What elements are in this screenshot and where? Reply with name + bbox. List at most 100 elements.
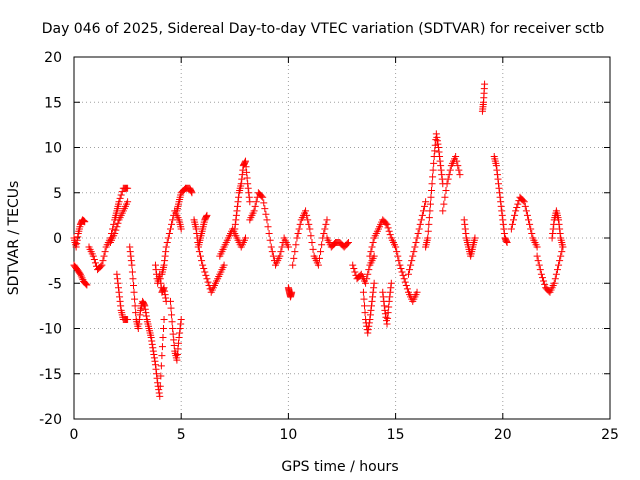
data-point	[242, 163, 250, 171]
data-point	[262, 210, 270, 218]
data-point	[115, 288, 123, 296]
data-point	[555, 220, 563, 228]
data-point	[168, 220, 176, 228]
data-point	[243, 174, 251, 182]
data-point	[250, 207, 258, 215]
data-point	[519, 197, 527, 205]
data-point	[323, 216, 331, 224]
y-tick-label: -20	[39, 412, 62, 428]
data-point	[162, 243, 170, 251]
data-point	[407, 261, 415, 269]
data-point	[413, 288, 421, 296]
y-tick-label: 20	[44, 50, 62, 66]
data-point	[351, 268, 359, 276]
x-tick-label: 5	[177, 427, 186, 443]
y-tick-label: 0	[53, 231, 62, 247]
data-point	[556, 225, 564, 233]
data-point	[195, 248, 203, 256]
data-point	[74, 233, 82, 241]
data-point	[235, 193, 243, 201]
data-point	[401, 278, 409, 286]
data-point	[276, 252, 284, 260]
data-point	[525, 216, 533, 224]
data-point	[350, 265, 358, 273]
data-point	[149, 344, 157, 352]
data-point	[533, 243, 541, 251]
data-point	[512, 207, 520, 215]
data-point	[220, 261, 228, 269]
data-point	[368, 243, 376, 251]
data-point	[261, 205, 269, 213]
data-point	[177, 320, 185, 328]
data-point	[233, 207, 241, 215]
data-point	[496, 189, 504, 197]
data-point	[150, 351, 158, 359]
data-point	[266, 236, 274, 244]
data-point	[173, 351, 181, 359]
data-point	[513, 203, 521, 211]
data-point	[153, 374, 161, 382]
data-point	[148, 337, 156, 345]
data-point	[538, 274, 546, 282]
data-point	[366, 252, 374, 260]
data-point	[443, 180, 451, 188]
data-point	[434, 140, 442, 148]
data-point	[152, 365, 160, 373]
data-point	[427, 193, 435, 201]
data-point	[471, 234, 479, 242]
data-point	[177, 315, 185, 323]
data-point	[361, 302, 369, 310]
data-point	[161, 291, 169, 299]
data-point	[363, 275, 371, 283]
data-point	[349, 261, 357, 269]
data-point	[308, 239, 316, 247]
data-point	[76, 270, 84, 278]
data-point	[550, 279, 558, 287]
data-point	[164, 234, 172, 242]
data-point	[117, 191, 125, 199]
data-point	[72, 243, 80, 251]
data-point	[383, 320, 391, 328]
data-point	[156, 275, 164, 283]
data-point	[425, 220, 433, 228]
data-point	[370, 279, 378, 287]
data-point	[265, 229, 273, 237]
data-point	[385, 303, 393, 311]
data-point	[455, 166, 463, 174]
data-point	[406, 266, 414, 274]
data-point	[520, 198, 528, 206]
data-point	[202, 271, 210, 279]
data-point	[497, 198, 505, 206]
data-point	[314, 261, 322, 269]
data-point	[267, 243, 275, 251]
data-point	[288, 288, 296, 296]
data-point	[233, 202, 241, 210]
y-tick-label: -5	[48, 276, 62, 292]
data-point	[116, 293, 124, 301]
data-point	[379, 288, 387, 296]
data-point	[495, 184, 503, 192]
data-point	[147, 334, 155, 342]
chart-title: Day 046 of 2025, Sidereal Day-to-day VTE…	[42, 21, 605, 37]
data-point	[498, 207, 506, 215]
data-point	[454, 162, 462, 170]
data-point	[251, 202, 259, 210]
data-point	[552, 270, 560, 278]
y-tick-label: -10	[39, 322, 62, 338]
data-point	[175, 334, 183, 342]
data-point	[168, 318, 176, 326]
data-point	[497, 202, 505, 210]
data-point	[244, 180, 252, 188]
axis-ticks: 0 5 10 15 20 25 -20 -15 -10 -5 0 5 10 15 20	[39, 50, 619, 443]
data-point	[536, 266, 544, 274]
data-point	[418, 211, 426, 219]
data-point	[126, 248, 134, 256]
data-point	[238, 171, 246, 179]
data-point	[425, 214, 433, 222]
data-point	[365, 322, 373, 330]
data-point	[503, 239, 511, 247]
data-point	[100, 252, 108, 260]
data-point	[175, 339, 183, 347]
data-point	[290, 254, 298, 262]
